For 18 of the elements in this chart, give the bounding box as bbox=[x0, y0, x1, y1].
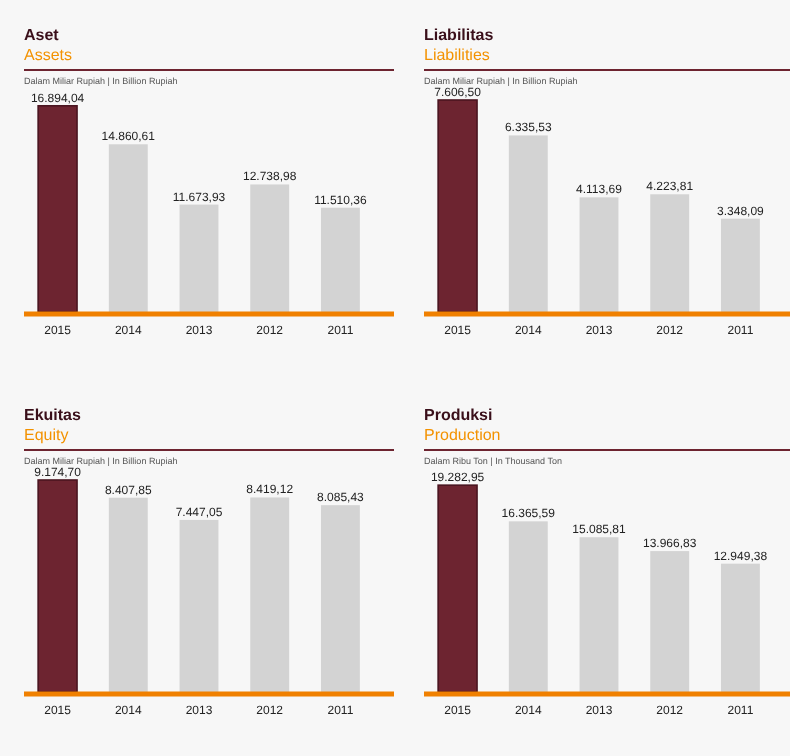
bar bbox=[437, 99, 478, 313]
chart-subtitle: Production bbox=[424, 426, 501, 444]
chart-subtitle: Assets bbox=[24, 46, 73, 64]
bar bbox=[37, 479, 78, 693]
chart-title: Liabilitas bbox=[424, 26, 495, 44]
chart-title: Ekuitas bbox=[24, 406, 83, 424]
bar bbox=[320, 505, 360, 692]
bar bbox=[508, 135, 548, 312]
bar bbox=[108, 497, 148, 692]
chart-title: Produksi bbox=[424, 406, 493, 424]
chart-title: Aset bbox=[24, 26, 60, 44]
chart-subtitle: Liabilities bbox=[424, 46, 490, 64]
bar bbox=[650, 194, 690, 312]
bar bbox=[720, 218, 760, 312]
bar bbox=[179, 519, 219, 692]
bar bbox=[579, 197, 619, 312]
bar bbox=[250, 497, 290, 692]
chart-subtitle: Equity bbox=[24, 426, 69, 444]
